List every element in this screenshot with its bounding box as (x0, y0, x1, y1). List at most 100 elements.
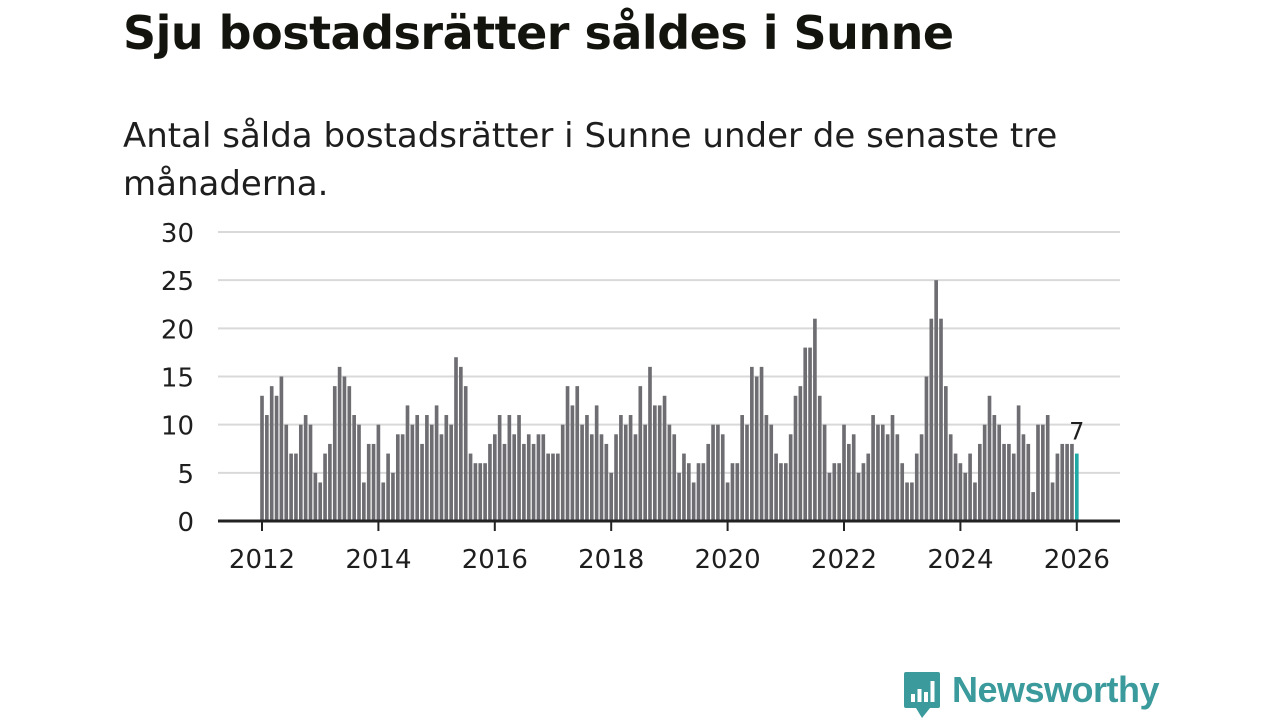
last-value-label: 7 (1069, 418, 1084, 446)
bar (847, 443, 851, 521)
bar (313, 472, 318, 521)
bar (686, 463, 691, 521)
bar (696, 463, 701, 521)
x-tick-label: 2018 (578, 545, 644, 575)
bar (997, 424, 1002, 521)
bar (1036, 424, 1040, 521)
bar (274, 395, 279, 521)
y-tick-label: 5 (177, 460, 194, 490)
bar (944, 386, 948, 521)
bar (958, 463, 963, 521)
bar (977, 443, 982, 521)
bar (779, 463, 783, 521)
bar (856, 472, 861, 521)
bar (657, 405, 662, 521)
bar (682, 453, 686, 521)
bar (895, 434, 900, 521)
bar (788, 434, 793, 521)
bar (444, 415, 449, 521)
bar (813, 318, 817, 521)
chart-title: Sju bostadsrätter såldes i Sunne (123, 6, 954, 60)
bar (352, 415, 356, 521)
bar (400, 434, 405, 521)
bar (798, 386, 803, 521)
bar (716, 424, 720, 521)
bar (759, 366, 764, 521)
bar (488, 443, 492, 521)
bar (594, 405, 599, 521)
x-tick-label: 2014 (345, 545, 411, 575)
bar (667, 424, 672, 521)
bar (701, 463, 706, 521)
bar (648, 366, 652, 521)
bar (623, 424, 628, 521)
bar (362, 482, 366, 521)
bar (900, 463, 905, 521)
bar (948, 434, 953, 521)
bar (265, 415, 269, 521)
bar (968, 453, 972, 521)
bar (439, 434, 444, 521)
bar (308, 424, 313, 521)
bar (832, 463, 837, 521)
bar (599, 434, 604, 521)
bar (934, 280, 938, 521)
bar (769, 424, 774, 521)
bar (842, 424, 846, 521)
bar (910, 482, 914, 521)
bar (691, 482, 696, 521)
y-tick-label: 25 (161, 267, 194, 297)
bar (725, 482, 730, 521)
bar (332, 386, 337, 521)
bar (342, 376, 347, 521)
bar (1002, 443, 1006, 521)
bar (774, 453, 778, 521)
bar (473, 463, 478, 521)
chart-subtitle: Antal sålda bostadsrätter i Sunne under … (123, 116, 1058, 204)
bar (526, 434, 531, 521)
y-tick-label: 20 (161, 315, 194, 345)
bar (662, 395, 667, 521)
bar (531, 443, 536, 521)
bar (541, 434, 546, 521)
bar (1045, 415, 1050, 521)
bar (386, 453, 390, 521)
bar (992, 415, 997, 521)
bar (837, 463, 841, 521)
bar (512, 434, 517, 521)
bar (609, 472, 614, 521)
bar (740, 415, 744, 521)
bar (973, 482, 977, 521)
bar (522, 443, 526, 521)
bar (880, 424, 885, 521)
bar (429, 424, 434, 521)
bar (279, 376, 284, 521)
bar (556, 453, 560, 521)
bar (827, 472, 832, 521)
bar (405, 405, 410, 521)
bar (764, 415, 769, 521)
bar (861, 463, 866, 521)
bar (619, 415, 623, 521)
bar (551, 453, 555, 521)
bar (468, 453, 473, 521)
bar (318, 482, 323, 521)
bar (1016, 405, 1021, 521)
bar (987, 395, 992, 521)
bar (1060, 443, 1065, 521)
bar (628, 415, 633, 521)
bar (905, 482, 909, 521)
bar (803, 347, 808, 521)
bar (463, 386, 468, 521)
bar (677, 472, 681, 521)
labels: 0 5 10 15 20 25 30 2012 2014 2016 2018 2020 2022 2024… (161, 219, 1110, 575)
bar (914, 453, 919, 521)
bar (1041, 424, 1045, 521)
bar (783, 463, 788, 521)
y-tick-label: 0 (177, 508, 194, 538)
bar-latest (1074, 453, 1079, 521)
bar (1065, 443, 1069, 521)
bar (885, 434, 890, 521)
x-tick-label: 2020 (695, 545, 761, 575)
bar (1007, 443, 1011, 521)
